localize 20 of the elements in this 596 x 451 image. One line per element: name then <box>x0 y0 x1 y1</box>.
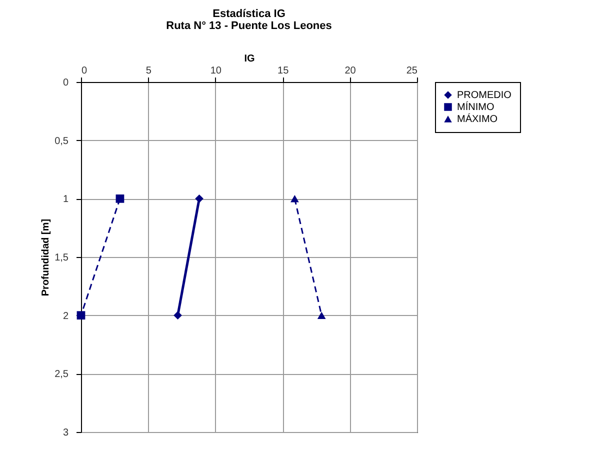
x-axis-title: IG <box>244 54 255 64</box>
legend-label: PROMEDIO <box>457 90 512 101</box>
chart-subtitle: Ruta N° 13 - Puente Los Leones <box>166 20 332 32</box>
x-tick-label: 5 <box>146 66 152 76</box>
y-tick-label: 0 <box>62 78 69 88</box>
y-tick-label: 1,5 <box>54 252 69 264</box>
x-tick-label: 15 <box>278 66 290 76</box>
y-tick-label: 0,5 <box>54 136 69 147</box>
legend-label: MÍNIMO <box>457 101 494 113</box>
x-tick-label: 25 <box>406 66 418 76</box>
x-tick-label: 0 <box>82 66 88 76</box>
y-tick-label: 1 <box>62 194 69 206</box>
y-tick-label: 2,5 <box>54 369 69 380</box>
y-tick-label: 2 <box>62 310 69 322</box>
y-axis-title: Profundidad [m] <box>40 218 52 296</box>
x-tick-label: 10 <box>210 66 222 76</box>
chart-title: Estadística IG <box>212 8 286 20</box>
legend-label: MÁXIMO <box>457 113 498 125</box>
x-tick-label: 20 <box>344 66 356 76</box>
y-tick-label: 3 <box>62 428 69 438</box>
